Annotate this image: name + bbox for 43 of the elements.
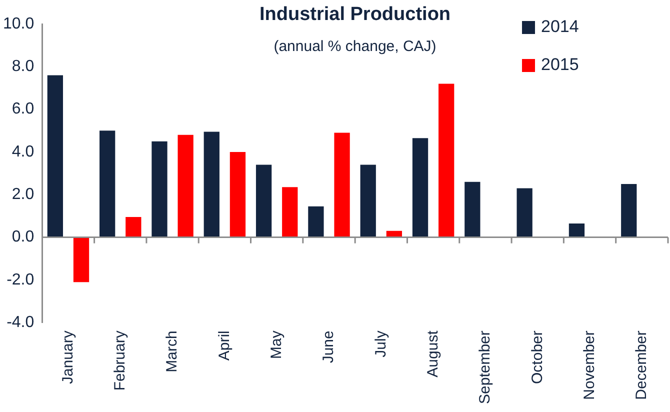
bar	[464, 182, 480, 238]
x-tick-label: May	[268, 330, 285, 359]
y-tick-label: -2.0	[6, 271, 34, 288]
x-tick-label: January	[59, 330, 76, 384]
bar	[412, 138, 428, 238]
bar	[204, 132, 220, 238]
bar	[360, 164, 376, 238]
x-tick-label: June	[320, 330, 338, 364]
bar	[73, 237, 90, 282]
y-tick-label: 10.0	[3, 15, 34, 32]
legend-label: 2014	[541, 17, 579, 37]
x-tick-label: March	[164, 330, 181, 372]
bar	[516, 188, 532, 238]
y-tick-label: -4.0	[6, 314, 34, 332]
bar	[438, 84, 454, 238]
x-tick-label: February	[112, 330, 129, 391]
x-tick-label: July	[372, 330, 390, 358]
x-tick-label: August	[424, 330, 442, 378]
y-tick-label: 6.0	[12, 100, 34, 118]
bar	[621, 184, 637, 238]
bar	[334, 132, 350, 238]
bar	[230, 152, 246, 238]
bar	[47, 75, 64, 238]
bar	[256, 164, 272, 238]
bar	[126, 217, 142, 238]
x-tick-label: October	[528, 330, 546, 384]
y-tick-label: 8.0	[12, 58, 34, 76]
chart-title: Industrial Production	[258, 4, 452, 26]
bar	[568, 223, 585, 238]
x-tick-label: December	[633, 330, 650, 400]
y-tick-label: 0.0	[12, 228, 34, 246]
y-tick-label: 4.0	[12, 143, 34, 160]
legend-label: 2015	[541, 55, 579, 75]
x-tick-label: November	[580, 330, 598, 400]
text: (annual % change, CAJ)	[272, 38, 438, 55]
x-tick-label: September	[476, 330, 494, 404]
bar	[178, 134, 194, 238]
y-tick-label: 2.0	[12, 186, 34, 204]
bar	[282, 187, 298, 238]
x-tick-label: April	[216, 330, 233, 361]
bar	[152, 141, 168, 238]
bar	[100, 130, 116, 238]
bar	[308, 206, 324, 238]
